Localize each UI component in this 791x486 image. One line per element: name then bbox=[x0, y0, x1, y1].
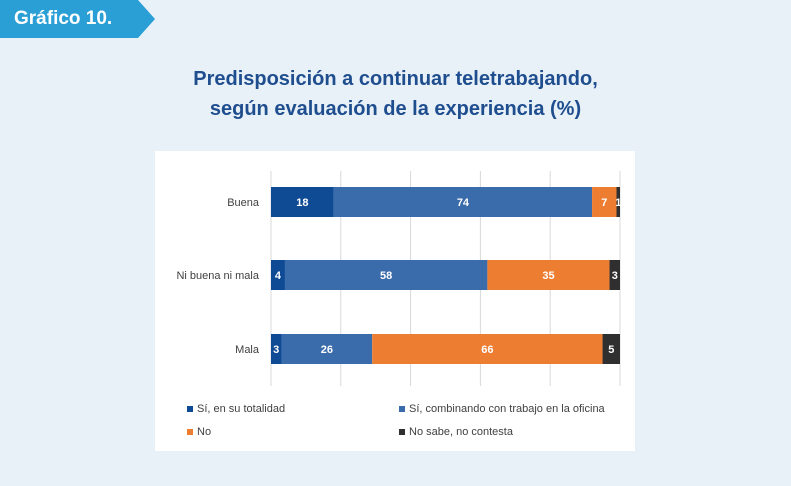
legend-item: Sí, en su totalidad bbox=[187, 403, 285, 415]
legend-item: No bbox=[187, 426, 211, 438]
legend-label: No bbox=[197, 426, 212, 438]
legend-swatch bbox=[187, 406, 193, 412]
legend-item: Sí, combinando con trabajo en la oficina bbox=[399, 403, 605, 415]
bar-segment bbox=[602, 334, 620, 364]
legend-item: No sabe, no contesta bbox=[399, 426, 513, 438]
data-label: 18 bbox=[296, 197, 308, 209]
bar-segment bbox=[487, 260, 610, 290]
bar-segment bbox=[284, 260, 488, 290]
data-label: 3 bbox=[273, 344, 279, 356]
bar-segment bbox=[333, 187, 593, 217]
data-label: 26 bbox=[321, 344, 333, 356]
chart-title-line-1: Predisposición a continuar teletrabajand… bbox=[193, 68, 598, 90]
figure-badge: Gráfico 10. bbox=[0, 0, 155, 38]
data-label: 66 bbox=[481, 344, 493, 356]
legend-swatch bbox=[399, 406, 405, 412]
legend-swatch bbox=[399, 429, 405, 435]
data-label: 35 bbox=[542, 270, 554, 282]
chart-panel: Buena 18 74 7 1 Ni buena ni mala 4 58 35 3 Mala 3 26… bbox=[155, 151, 635, 451]
legend-label: Sí, combinando con trabajo en la oficina bbox=[409, 403, 605, 415]
bar-segment bbox=[372, 334, 603, 364]
stacked-bar-chart: Buena 18 74 7 1 Ni buena ni mala 4 58 35 3 Mala 3 26… bbox=[176, 171, 621, 386]
category-label: Ni buena ni mala bbox=[176, 270, 259, 282]
legend-swatch bbox=[187, 429, 193, 435]
data-label: 58 bbox=[380, 270, 392, 282]
chart-title-line-2: según evaluación de la experiencia (%) bbox=[209, 98, 582, 120]
bar-segment bbox=[281, 334, 373, 364]
data-label: 3 bbox=[612, 270, 618, 282]
bar-segment bbox=[616, 187, 620, 217]
bar-segment bbox=[271, 260, 285, 290]
category-label: Buena bbox=[227, 197, 260, 209]
data-label: 4 bbox=[275, 270, 282, 282]
chart-title: Predisposición a continuar teletrabajand… bbox=[0, 64, 791, 124]
data-label: 74 bbox=[457, 197, 470, 209]
category-label: Mala bbox=[235, 344, 260, 356]
data-label: 5 bbox=[608, 344, 614, 356]
data-label: 1 bbox=[615, 197, 621, 209]
bar-segment bbox=[271, 187, 334, 217]
data-label: 7 bbox=[601, 197, 607, 209]
legend-label: Sí, en su totalidad bbox=[197, 403, 286, 415]
legend-label: No sabe, no contesta bbox=[409, 426, 513, 438]
bar-segment bbox=[271, 334, 282, 364]
bar-segment bbox=[609, 260, 620, 290]
bar-segment bbox=[592, 187, 617, 217]
